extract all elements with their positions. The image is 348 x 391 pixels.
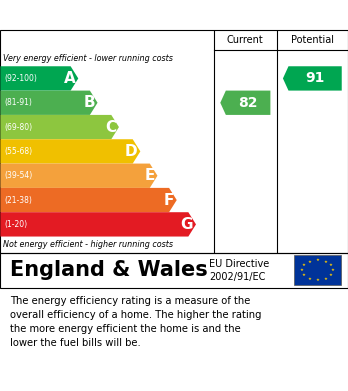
Text: 82: 82 [238,96,258,110]
Text: ★: ★ [308,260,312,264]
Text: C: C [105,120,116,135]
Text: B: B [83,95,95,110]
Text: ★: ★ [302,263,306,267]
Text: Not energy efficient - higher running costs: Not energy efficient - higher running co… [3,240,174,249]
Text: ★: ★ [300,268,304,272]
Text: Current: Current [227,35,264,45]
Polygon shape [0,91,97,115]
Polygon shape [0,139,140,163]
Text: 91: 91 [306,72,325,85]
Text: Energy Efficiency Rating: Energy Efficiency Rating [60,6,288,24]
Polygon shape [283,66,342,91]
Text: (1-20): (1-20) [4,220,27,229]
Text: (69-80): (69-80) [4,122,32,132]
Text: EU Directive
2002/91/EC: EU Directive 2002/91/EC [209,258,269,282]
Text: England & Wales: England & Wales [10,260,208,280]
Text: ★: ★ [329,273,333,277]
Text: ★: ★ [302,273,306,277]
Bar [294,255,341,285]
Polygon shape [220,91,270,115]
Text: (81-91): (81-91) [4,98,32,107]
Text: (55-68): (55-68) [4,147,32,156]
Text: F: F [164,192,174,208]
Text: The energy efficiency rating is a measure of the
overall efficiency of a home. T: The energy efficiency rating is a measur… [10,296,262,348]
Text: (21-38): (21-38) [4,196,32,204]
Text: ★: ★ [308,276,312,281]
Text: (92-100): (92-100) [4,74,37,83]
Polygon shape [0,212,196,237]
Text: Potential: Potential [291,35,334,45]
Text: (39-54): (39-54) [4,171,32,180]
Text: A: A [64,71,76,86]
Polygon shape [0,66,78,91]
Text: ★: ★ [316,278,319,282]
Text: E: E [144,168,155,183]
Text: ★: ★ [329,263,333,267]
Text: ★: ★ [323,276,327,281]
Text: ★: ★ [331,268,335,272]
Polygon shape [0,115,119,139]
Text: D: D [125,144,137,159]
Text: G: G [181,217,193,232]
Text: ★: ★ [316,258,319,262]
Text: Very energy efficient - lower running costs: Very energy efficient - lower running co… [3,54,173,63]
Text: ★: ★ [323,260,327,264]
Polygon shape [0,163,157,188]
Polygon shape [0,188,177,212]
